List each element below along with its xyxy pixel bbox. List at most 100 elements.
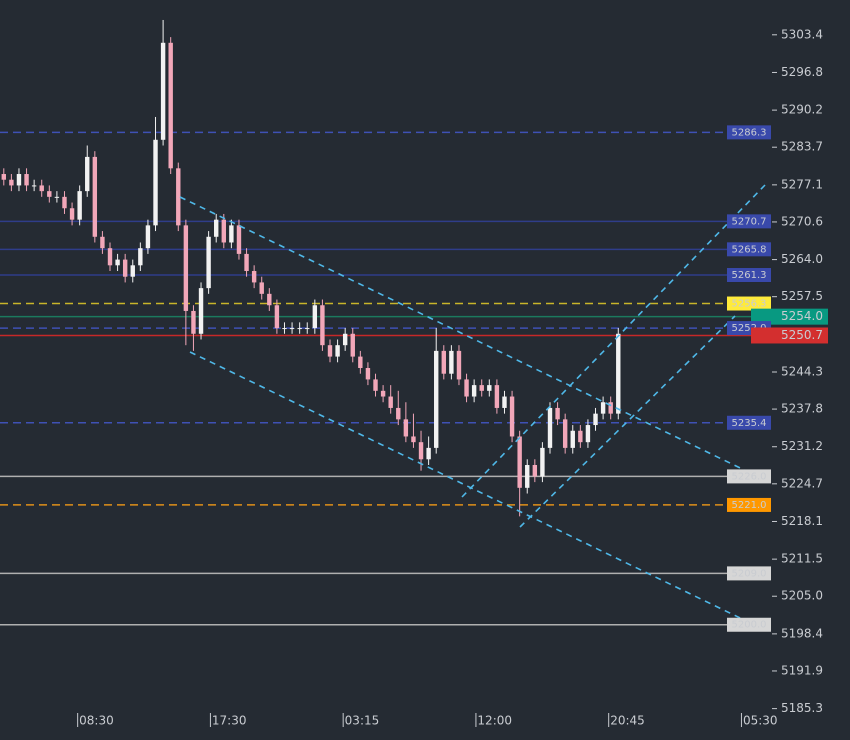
- candle-body: [1, 174, 6, 180]
- candle-body: [244, 253, 249, 272]
- x-tick-label: 20:45: [610, 714, 645, 728]
- candle-body: [160, 42, 166, 140]
- candle-body: [9, 179, 14, 186]
- candle-body: [441, 350, 446, 374]
- candle-body: [176, 168, 181, 226]
- candle-body: [517, 436, 522, 488]
- candle-body: [145, 225, 151, 249]
- candle-body: [532, 464, 538, 477]
- y-tick-label: 5283.7: [781, 140, 823, 154]
- candle-body: [396, 407, 401, 420]
- level-label: 5254.0: [781, 309, 823, 323]
- candle-body: [274, 305, 280, 329]
- y-tick-label: 5185.3: [781, 701, 823, 715]
- y-tick-label: 5211.5: [781, 552, 823, 566]
- candle-body: [456, 350, 462, 380]
- x-tick-label: 12:00: [477, 714, 512, 728]
- x-tick-label: 17:30: [212, 714, 247, 728]
- y-tick-label: 5224.7: [781, 476, 823, 490]
- candle-body: [365, 368, 371, 380]
- candle-body: [593, 413, 598, 426]
- candle-body: [282, 328, 287, 330]
- y-tick-label: 5218.1: [781, 514, 823, 528]
- level-label: 5250.7: [781, 328, 823, 342]
- candle-body: [168, 42, 173, 169]
- candle-body: [24, 174, 29, 186]
- axes: 5303.4 5296.8 5290.2 5283.7 5277.1 5270.6 5264…: [77, 27, 823, 728]
- candle-body: [555, 407, 560, 420]
- y-tick-label: 5205.0: [781, 589, 823, 603]
- candle-body: [464, 379, 469, 397]
- level-label-box: [727, 617, 771, 632]
- candle-body: [122, 259, 128, 277]
- candle-body: [479, 385, 484, 391]
- candle-body: [471, 385, 477, 397]
- candle-body: [600, 402, 606, 414]
- y-tick-label: 5290.2: [781, 103, 823, 117]
- level-label: 5252.0: [732, 323, 767, 334]
- candle-body: [107, 248, 113, 266]
- candle-body: [47, 191, 52, 197]
- candle-body: [570, 430, 575, 448]
- y-tick-label: 5237.8: [781, 402, 823, 416]
- candle-body: [418, 442, 424, 460]
- candle-body: [221, 219, 226, 243]
- level-label-box: [727, 268, 771, 283]
- candle-body: [525, 464, 530, 488]
- x-tick-label: 08:30: [79, 714, 114, 728]
- candle-body: [342, 333, 348, 346]
- y-tick-label: 5257.5: [781, 289, 823, 303]
- level-labels: 5286.3 5270.7 5265.8 5261.3 5256.3 5254.0 5252…: [727, 125, 828, 632]
- level-label-box: [727, 125, 771, 140]
- candle-body: [411, 436, 416, 443]
- level-label: 5270.7: [732, 216, 767, 227]
- level-label-box: [727, 415, 771, 430]
- candle-body: [191, 310, 196, 334]
- candle-body: [214, 219, 219, 237]
- candle-body: [487, 385, 492, 391]
- candle-body: [380, 390, 386, 397]
- candle-body: [69, 208, 75, 220]
- level-label: 5209.0: [732, 568, 767, 579]
- y-tick-label: 5296.8: [781, 65, 823, 79]
- candle-body: [130, 265, 135, 277]
- y-tick-label: 5191.9: [781, 663, 823, 677]
- y-tick-label: 5264.0: [781, 252, 823, 266]
- y-tick-label: 5231.2: [781, 439, 823, 453]
- candle-body: [297, 328, 302, 330]
- candle-body: [449, 350, 454, 374]
- candle-body: [115, 259, 120, 266]
- level-label: 5235.4: [732, 418, 767, 429]
- candle-body: [494, 385, 500, 408]
- level-label-box: [727, 469, 771, 484]
- level-label-box: [727, 296, 771, 311]
- candle-body: [562, 419, 568, 448]
- level-label-box: [727, 497, 771, 512]
- level-label-box: [727, 214, 771, 229]
- candles: [1, 19, 621, 517]
- candle-body: [31, 185, 37, 187]
- candle-body: [138, 248, 143, 266]
- level-label: 5226.0: [732, 471, 767, 482]
- candle-body: [578, 430, 583, 443]
- candle-body: [540, 447, 545, 477]
- candle-body: [547, 407, 553, 448]
- level-label-box: [751, 327, 828, 344]
- level-label: 5221.0: [732, 500, 767, 511]
- level-label-box: [751, 308, 828, 325]
- level-label: 5265.8: [732, 244, 767, 255]
- x-tick-label: 05:30: [743, 714, 778, 728]
- y-tick-label: 5244.3: [781, 364, 823, 378]
- y-tick-label: 5303.4: [781, 27, 823, 41]
- candle-body: [509, 396, 515, 437]
- candle-body: [259, 282, 264, 294]
- candle-body: [236, 225, 242, 254]
- level-label: 5256.3: [732, 299, 767, 310]
- candle-body: [267, 293, 272, 306]
- level-label-box: [727, 242, 771, 257]
- candle-body: [502, 396, 507, 408]
- candle-body: [206, 236, 211, 289]
